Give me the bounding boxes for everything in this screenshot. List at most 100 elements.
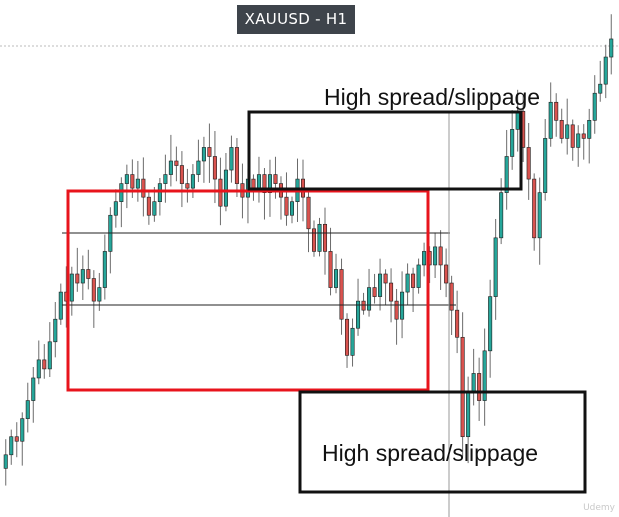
bullish-candle [201,147,206,162]
bullish-candle [350,327,355,356]
bearish-candle [75,273,80,284]
bearish-candle [361,300,366,311]
bearish-candle [212,156,217,180]
bearish-candle [449,282,454,311]
bullish-candle [548,101,553,139]
bullish-candle [157,183,162,202]
bullish-candle [466,391,471,438]
bearish-candle [130,174,135,189]
bullish-candle [102,251,107,288]
bullish-candle [36,359,41,379]
bullish-candle [47,341,52,370]
bullish-candle [504,156,509,193]
bullish-candle [152,201,157,216]
top-spread-label: High spread/slippage [324,84,541,110]
bearish-candle [570,124,575,148]
bearish-candle [185,183,190,189]
bullish-candle [31,377,36,401]
bearish-candle [262,174,267,193]
bullish-candle [493,237,498,297]
bullish-candle [378,273,383,297]
bullish-candle [229,147,234,171]
bearish-candle [389,282,394,302]
bullish-candle [20,418,25,442]
bullish-candle [543,138,548,193]
candles-layer [3,14,614,486]
bullish-candle [58,291,63,320]
bullish-candle [163,174,168,184]
bearish-candle [339,269,344,320]
bearish-candle [42,359,47,370]
bullish-candle [9,436,14,456]
bullish-candle [124,174,129,184]
bearish-candle [477,373,482,401]
bullish-candle [537,192,542,239]
bullish-candle [405,273,410,293]
bullish-candle [471,373,476,392]
bearish-candle [234,147,239,184]
bullish-candle [510,129,515,157]
bullish-candle [609,38,614,58]
bullish-candle [317,223,322,252]
consolidation-range-box [66,189,430,392]
bullish-candle [587,120,592,139]
bearish-candle [179,165,184,184]
bullish-candle [576,133,581,148]
top-spread-box [247,110,523,191]
bearish-candle [328,251,333,288]
bullish-candle [190,174,195,189]
bearish-candle [284,196,289,216]
bearish-candle [345,318,350,356]
bullish-candle [356,300,361,329]
chart-title: XAUUSD - H1 [237,5,355,34]
bullish-candle [592,92,597,121]
bearish-candle [14,436,19,442]
bearish-candle [251,178,256,189]
bearish-candle [438,246,443,266]
bullish-candle [515,110,520,130]
bearish-candle [86,269,91,279]
watermark: Udemy [583,503,615,513]
bullish-candle [367,287,372,311]
bearish-candle [306,196,311,230]
bearish-candle [554,101,559,121]
bearish-candle [383,273,388,284]
bullish-candle [482,350,487,401]
bearish-candle [91,278,96,302]
bearish-candle [311,228,317,252]
bullish-candle [334,269,339,288]
bullish-candle [289,201,294,216]
bearish-candle [532,178,537,239]
bottom-spread-label: High spread/slippage [322,440,539,466]
bullish-candle [499,192,504,239]
bearish-candle [207,147,212,157]
bearish-candle [460,336,465,438]
bearish-candle [273,174,278,184]
bullish-candle [598,83,603,94]
bearish-candle [141,178,146,198]
bullish-candle [256,174,261,189]
bearish-candle [526,147,531,180]
bearish-candle [394,300,399,320]
bullish-candle [488,296,493,352]
bearish-candle [559,120,564,139]
bullish-candle [565,124,570,139]
bullish-candle [223,169,228,207]
bearish-candle [146,196,151,216]
bullish-candle [196,160,201,175]
bearish-candle [372,287,377,297]
bullish-candle [53,318,58,343]
bearish-candle [581,133,586,139]
bullish-candle [3,454,8,469]
bearish-candle [174,160,179,166]
bullish-candle [433,246,438,266]
bearish-candle [455,309,460,338]
bearish-candle [444,264,449,284]
bullish-candle [113,201,118,216]
bullish-candle [25,400,30,419]
bearish-candle [323,223,328,252]
bullish-candle [168,160,173,175]
bullish-candle [267,174,272,193]
